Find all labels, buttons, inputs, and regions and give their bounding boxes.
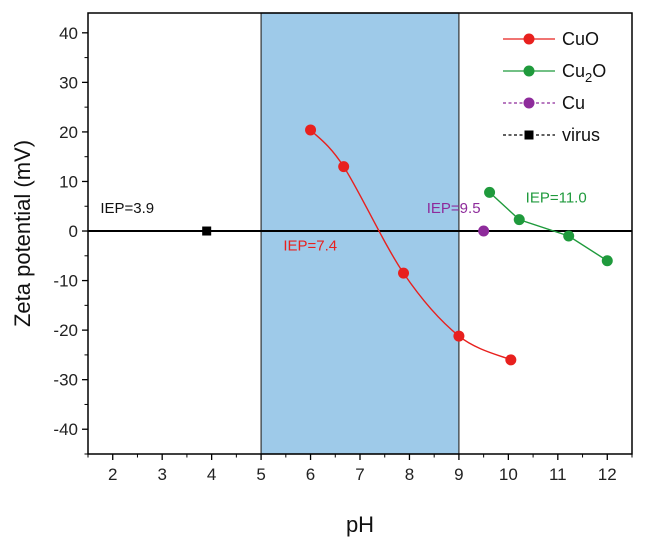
iep-annotation: IEP=9.5 bbox=[427, 200, 481, 217]
data-point-cu2o bbox=[484, 186, 496, 198]
x-axis-title: pH bbox=[346, 512, 374, 537]
data-point-cuo bbox=[338, 161, 350, 173]
x-tick-label: 3 bbox=[157, 465, 166, 484]
legend-label-cu: Cu bbox=[562, 93, 585, 113]
y-tick-label: -30 bbox=[53, 371, 78, 390]
x-tick-label: 5 bbox=[256, 465, 265, 484]
legend-label-cuo: CuO bbox=[562, 29, 599, 49]
legend: CuO Cu2O Cu virus bbox=[503, 29, 606, 145]
y-tick-label: -20 bbox=[53, 321, 78, 340]
iep-annotation: IEP=7.4 bbox=[283, 237, 337, 254]
y-tick-label: 40 bbox=[59, 24, 78, 43]
y-tick-label: -10 bbox=[53, 272, 78, 291]
data-point-cuo bbox=[505, 354, 517, 366]
series-line-cu2o bbox=[489, 191, 608, 262]
x-tick-label: 11 bbox=[549, 465, 567, 484]
data-point-cu2o bbox=[601, 255, 613, 267]
legend-label-virus: virus bbox=[562, 125, 600, 145]
legend-marker-cu bbox=[523, 97, 535, 109]
x-tick-label: 6 bbox=[306, 465, 315, 484]
iep-annotation: IEP=11.0 bbox=[526, 189, 587, 206]
x-tick-label: 4 bbox=[207, 465, 216, 484]
x-tick-label: 7 bbox=[355, 465, 364, 484]
legend-marker-virus bbox=[524, 130, 534, 140]
iep-annotation: IEP=3.9 bbox=[100, 200, 154, 217]
x-tick-label: 8 bbox=[405, 465, 414, 484]
x-tick-label: 9 bbox=[454, 465, 463, 484]
x-tick-label: 2 bbox=[108, 465, 117, 484]
y-tick-label: 30 bbox=[59, 73, 78, 92]
data-point-cu2o bbox=[513, 214, 525, 226]
x-tick-label: 10 bbox=[499, 465, 518, 484]
shaded-region bbox=[260, 12, 460, 455]
legend-marker-cu2o bbox=[523, 65, 535, 77]
y-axis-title: Zeta potential (mV) bbox=[10, 140, 35, 327]
data-point-cuo bbox=[453, 330, 465, 342]
x-tick-label: 12 bbox=[598, 465, 617, 484]
plot-area: 2 3 4 5 6 7 8 9 10 11 12 -40 -30 -20 -10 0 10 20 30 40 IEP=3… bbox=[53, 12, 633, 484]
data-point-cuo bbox=[398, 267, 410, 279]
data-point-cu2o bbox=[563, 230, 575, 242]
data-point-cu bbox=[478, 225, 490, 237]
legend-marker-cuo bbox=[523, 33, 535, 45]
y-tick-label: -40 bbox=[53, 420, 78, 439]
legend-label-cu2o: Cu2O bbox=[562, 61, 606, 85]
y-tick-label: 10 bbox=[59, 172, 78, 191]
y-tick-label: 20 bbox=[59, 123, 78, 142]
data-point-virus bbox=[202, 226, 212, 236]
data-point-cuo bbox=[305, 124, 317, 136]
y-tick-label: 0 bbox=[69, 222, 78, 241]
